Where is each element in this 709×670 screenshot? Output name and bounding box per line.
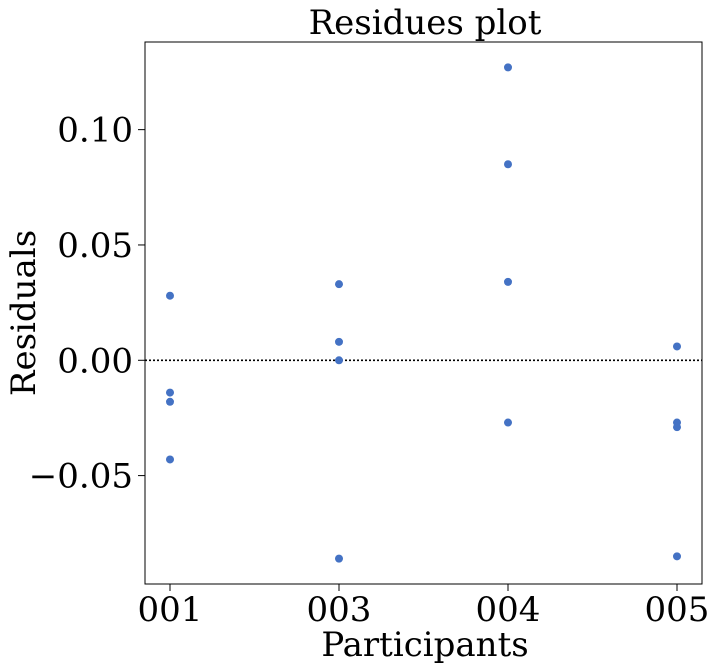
y-tick-label: 0.10 (57, 111, 133, 151)
data-point (166, 397, 174, 406)
data-point (673, 342, 681, 351)
plot-area-frame (144, 41, 703, 585)
data-point (504, 277, 512, 286)
x-axis: 001 003 004 005 (138, 584, 709, 630)
data-point (335, 554, 343, 563)
x-tick-label: 003 (307, 590, 372, 630)
data-point (673, 423, 681, 432)
data-points (166, 63, 681, 563)
data-point (335, 337, 343, 346)
data-point (166, 388, 174, 397)
y-tick-label: −0.05 (29, 457, 133, 497)
x-tick-label: 005 (645, 590, 709, 630)
x-tick-label: 001 (138, 590, 203, 630)
chart-title: Residues plot (309, 3, 542, 43)
data-point (166, 291, 174, 300)
data-point (335, 280, 343, 289)
data-point (166, 455, 174, 464)
data-point (504, 160, 512, 169)
y-tick-label: 0.00 (57, 341, 133, 381)
data-point (504, 418, 512, 427)
data-point (673, 552, 681, 561)
x-tick-label: 004 (476, 590, 541, 630)
data-point (335, 356, 343, 365)
y-axis-label: Residuals (4, 230, 44, 396)
data-point (504, 63, 512, 72)
x-axis-label: Participants (321, 625, 528, 665)
y-tick-label: 0.05 (57, 226, 133, 266)
y-axis: 0.10 0.05 0.00 −0.05 (29, 111, 145, 497)
